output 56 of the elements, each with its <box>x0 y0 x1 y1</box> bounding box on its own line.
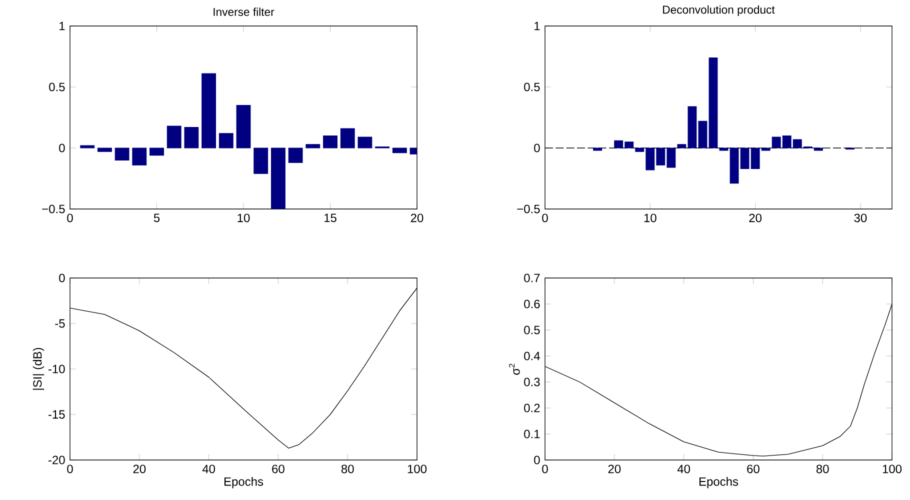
bar <box>184 126 199 148</box>
x-tick-label: 20 <box>608 464 621 474</box>
y-tick-label: 0.2 <box>524 404 540 412</box>
x-tick-label: 10 <box>644 214 656 222</box>
y-tick-label: 0.1 <box>524 430 540 438</box>
y-tick-label: -20 <box>48 456 65 464</box>
x-tick-label: 40 <box>202 464 216 474</box>
x-tick-label: 80 <box>816 464 829 474</box>
y-tick-label: 0.3 <box>524 378 540 386</box>
x-tick-label: 0 <box>542 214 548 222</box>
x-tick-label: 60 <box>272 464 284 474</box>
x-tick-label: 100 <box>408 464 427 474</box>
y-tick-label: -15 <box>48 410 65 419</box>
chart-title: Deconvolution product <box>663 5 775 16</box>
y-tick-label: -10 <box>48 364 65 374</box>
bar <box>323 136 338 148</box>
y-tick-label: 1 <box>534 22 540 30</box>
y-tick-label: 1 <box>60 22 65 30</box>
x-tick-label: 80 <box>341 464 354 474</box>
y-axis-title: |SI| (dB) <box>32 348 44 390</box>
y-tick-label: 0.5 <box>49 82 65 92</box>
y-tick-label: 0 <box>59 144 65 152</box>
y-tick-label: -5 <box>55 319 65 328</box>
x-tick-label: 40 <box>677 464 690 474</box>
x-tick-label: 20 <box>749 214 762 222</box>
y-tick-label: 0 <box>59 274 65 282</box>
y-tick-label: 0.5 <box>524 326 540 334</box>
y-axis-title: σ$^{2}$ <box>508 364 520 375</box>
x-tick-label: 10 <box>238 214 250 222</box>
x-tick-label: 60 <box>747 464 760 474</box>
x-tick-label: 5 <box>154 214 160 222</box>
y-tick-label: 0.5 <box>524 82 540 92</box>
x-axis-title: Epochs <box>224 477 264 488</box>
y-tick-label: 0 <box>534 144 540 152</box>
x-axis-title: Epochs <box>699 477 738 488</box>
x-tick-label: 20 <box>133 464 146 474</box>
bar <box>288 148 303 163</box>
x-tick-label: 100 <box>882 464 902 474</box>
bar <box>254 148 268 174</box>
x-tick-label: 0 <box>67 464 73 474</box>
chart-title: Inverse filter <box>214 8 274 16</box>
bar <box>593 148 602 151</box>
y-tick-label: −0.5 <box>517 204 540 214</box>
y-tick-label: −0.5 <box>42 204 65 214</box>
x-tick-label: 20 <box>410 214 424 222</box>
bar <box>236 105 251 148</box>
y-tick-label: 0.7 <box>524 274 540 282</box>
y-tick-label: 0.6 <box>524 300 540 308</box>
y-tick-label: 0.4 <box>524 352 540 360</box>
x-tick-label: 0 <box>542 464 548 474</box>
bar <box>218 133 234 148</box>
y-tick-label: 0 <box>534 456 540 464</box>
x-tick-label: 0 <box>67 214 73 222</box>
x-tick-label: 30 <box>854 214 867 222</box>
x-tick-label: 15 <box>324 214 336 222</box>
bar <box>166 126 182 148</box>
